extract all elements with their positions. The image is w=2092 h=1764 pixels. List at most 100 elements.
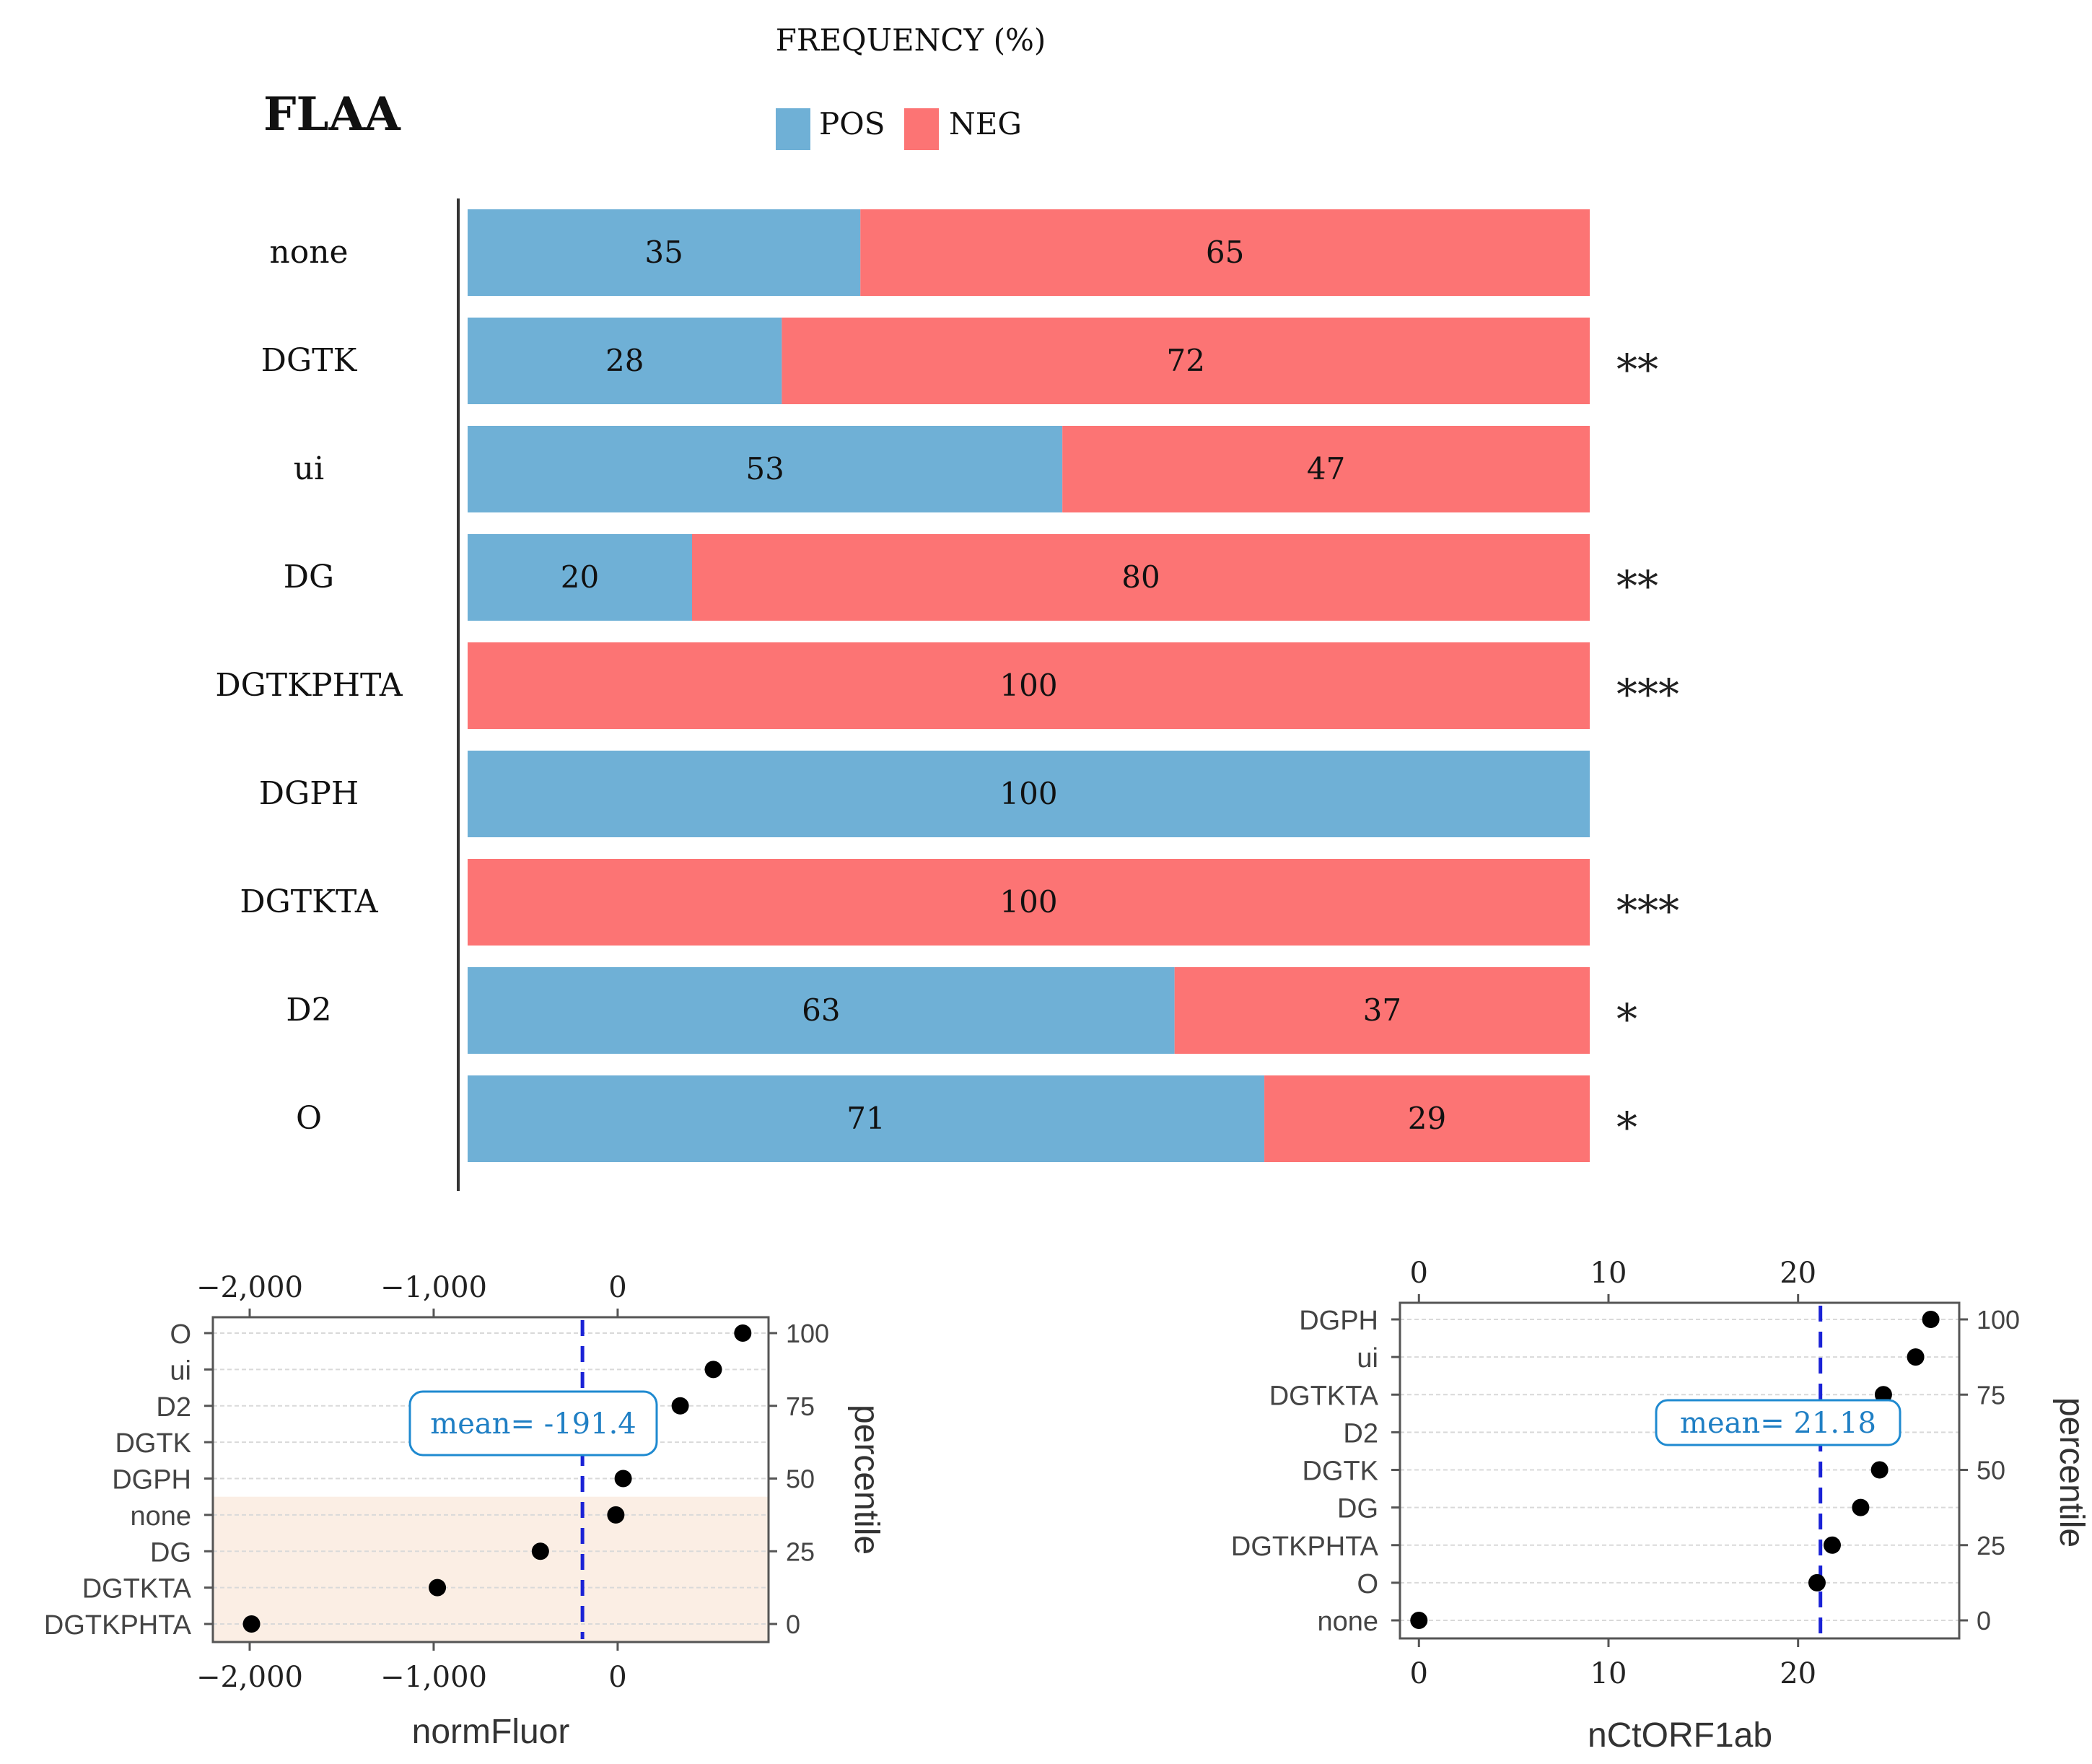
category-label: D2 [1343,1418,1378,1449]
bar-value-label: 53 [745,451,784,486]
significance-marker: * [1616,995,1637,1044]
percentile-tick-label: 0 [1977,1606,1991,1636]
x-axis-label: normFluor [412,1713,570,1751]
legend-label-pos: POS [819,106,885,141]
x-tick-label-top: 0 [608,1271,626,1304]
x-tick-label-bottom: −1,000 [380,1661,487,1694]
category-label: none [1317,1607,1378,1637]
bar-segment-neg [692,534,1590,621]
category-label: ui [1357,1343,1378,1374]
bar-value-label: 72 [1166,343,1204,378]
percentile-tick-label: 0 [786,1610,800,1639]
data-point [1823,1536,1841,1554]
bar-value-label: 35 [644,235,683,270]
bar-value-label: 65 [1206,235,1244,270]
percentile-tick-label: 75 [1977,1380,2005,1410]
category-label: O [296,1100,322,1137]
significance-marker: *** [1616,886,1679,935]
percentile-tick-label: 50 [786,1464,815,1494]
bar-value-label: 47 [1307,451,1345,486]
bar-segment-pos [468,1075,1265,1162]
mean-callout: mean= -191.4 [408,1390,658,1457]
x-tick-label-top: 20 [1780,1257,1816,1290]
data-point [614,1470,632,1488]
mean-callout-box [408,1390,658,1457]
percentile-tick-label: 25 [1977,1531,2005,1560]
data-point [704,1361,722,1379]
bar-segment-pos [468,426,1063,512]
category-label: DG [1337,1494,1378,1524]
category-label: ui [170,1355,191,1386]
legend: POS NEG [776,106,1022,150]
axis-ticks: Oui D2 DGTK DGPH none DG DGTKTA DGTKPHTA 0 25 50 75… [44,1271,829,1694]
percentile-tick-label: 50 [1977,1456,2005,1485]
data-point [1410,1612,1428,1629]
bar-value-label: 100 [999,884,1057,920]
bar-value-label: 20 [561,559,599,595]
category-label: DGTKTA [1269,1381,1379,1411]
bar-value-label: 100 [999,776,1057,811]
category-label: DGTK [115,1428,191,1459]
bar-segment-neg [468,642,1590,729]
bar-value-label: 80 [1121,559,1160,595]
category-label: DGTKPHTA [1231,1532,1379,1562]
legend-label-neg: NEG [949,106,1022,141]
bar-segment-pos [468,318,782,404]
percentile-tick-label: 100 [786,1319,829,1348]
x-axis-label: nCtORF1ab [1588,1716,1772,1755]
percentile-tick-label: 25 [786,1537,815,1566]
x-tick-label-bottom: 20 [1780,1657,1816,1690]
category-label: O [1357,1569,1378,1599]
percentile-tick-label: 75 [786,1392,815,1421]
data-point [429,1579,447,1597]
significance-marker: * [1616,1103,1637,1152]
significance-marker: *** [1616,670,1679,719]
category-label: ui [294,450,324,487]
x-tick-label-top: −2,000 [196,1271,303,1304]
bar-segment-neg [1174,967,1590,1054]
significance-marker: ** [1616,345,1658,394]
bar-segment-pos [468,534,692,621]
category-label: DGTKTA [240,883,379,920]
category-label: none [130,1501,191,1532]
chart-title: FLAA [263,87,401,141]
category-label: D2 [286,992,331,1029]
category-label: DG [284,559,334,595]
x-tick-label-bottom: 10 [1590,1657,1627,1690]
category-label: DG [150,1537,191,1568]
bar-value-label: 29 [1408,1101,1446,1136]
data-point [531,1542,549,1560]
data-point [671,1397,689,1415]
x-tick-label-bottom: 0 [608,1661,626,1694]
bar-segment-pos [468,967,1175,1054]
y-axis-label: percentile [847,1405,885,1555]
category-label: none [269,234,348,271]
data-point [1870,1461,1889,1479]
points-layer [1410,1311,1940,1629]
bar-value-label: 37 [1363,992,1401,1028]
data-point [607,1506,625,1524]
stacked-bar-chart: FLAA FREQUENCY (%) POS NEG none 35 65 DGTK 2… [215,22,1679,1191]
x-tick-label-top: −1,000 [380,1271,487,1304]
data-point [1922,1311,1940,1328]
data-point [1874,1386,1892,1404]
bar-segment-neg [468,859,1590,946]
category-label: DGTKTA [82,1574,192,1604]
data-point [1852,1498,1870,1516]
category-label: DGPH [112,1465,191,1496]
data-point [242,1615,261,1633]
data-point [1907,1348,1925,1366]
category-label: O [170,1319,191,1350]
x-tick-label-top: 0 [1410,1257,1428,1290]
category-label: DGTK [261,342,358,379]
legend-swatch-neg [904,108,939,150]
bar-value-label: 63 [802,992,840,1028]
mean-callout: mean= 21.18 [1655,1399,1901,1446]
x-tick-label-bottom: 0 [1410,1657,1428,1690]
y-axis-label: percentile [2052,1397,2091,1547]
bar-segment-neg [1062,426,1590,512]
category-label: DGTKPHTA [215,667,403,704]
